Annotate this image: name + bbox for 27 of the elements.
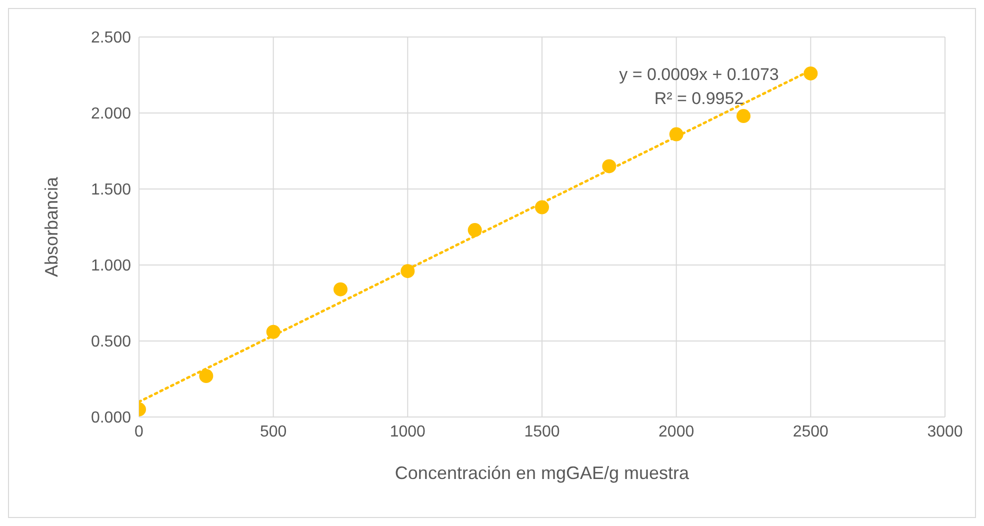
annotation: y = 0.0009x + 0.1073	[618, 64, 780, 86]
annotation: R² = 0.9952	[653, 88, 745, 110]
x-tick-label: 2500	[792, 423, 829, 440]
point	[266, 324, 280, 339]
x-tick-label: 500	[260, 423, 287, 440]
x-axis-title: Concentración en mgGAE/g muestra	[394, 463, 690, 483]
x-tick-label: 1500	[524, 423, 560, 440]
point	[400, 264, 415, 278]
point	[736, 109, 750, 124]
point	[669, 127, 684, 142]
point	[468, 223, 482, 238]
y-tick-label: 2.500	[90, 30, 132, 47]
point	[535, 200, 549, 214]
x-tick-label: 2000	[658, 423, 694, 440]
y-tick-label: 1.000	[90, 258, 132, 275]
point	[602, 159, 616, 174]
y-tick-label: 0.500	[90, 334, 132, 351]
point	[804, 66, 818, 80]
y-axis-title: Absorbancia	[41, 176, 62, 278]
y-tick-label: 2.000	[90, 106, 132, 123]
x-tick-label: 3000	[927, 423, 963, 440]
x-tick-label: 0	[134, 423, 144, 440]
point	[199, 368, 214, 383]
y-tick-label: 0.000	[90, 410, 132, 427]
x-tick-label: 1000	[390, 423, 426, 440]
point	[334, 282, 348, 296]
y-tick-label: 1.500	[90, 182, 132, 199]
